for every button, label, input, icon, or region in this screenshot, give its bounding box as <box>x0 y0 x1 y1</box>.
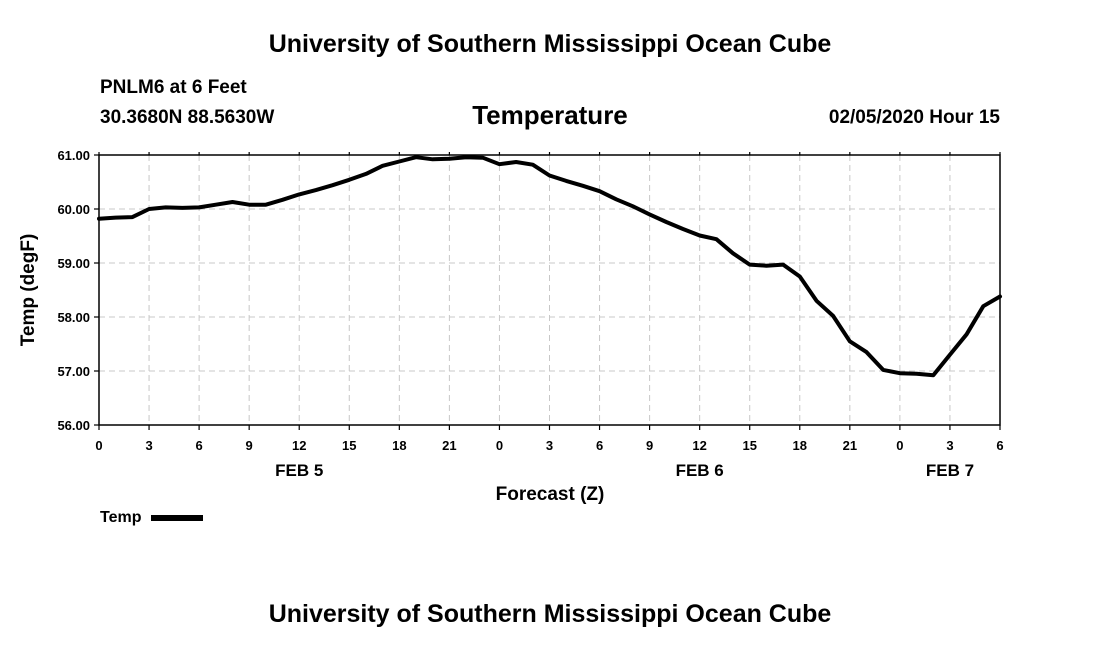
y-axis-label: Temp (degF) <box>18 234 39 347</box>
x-tick-label: 15 <box>342 438 356 453</box>
x-tick-label: 0 <box>496 438 503 453</box>
bottom-title: University of Southern Mississippi Ocean… <box>268 600 832 628</box>
temperature-chart: 56.00 57.00 58.00 59.00 60.00 61.00 0 3 6 9 12 15 1… <box>18 148 1004 505</box>
date-label: FEB 6 <box>676 461 724 480</box>
chart-grid <box>99 155 1000 425</box>
x-tick-label: 0 <box>95 438 102 453</box>
date-label: FEB 5 <box>275 461 323 480</box>
station-label: PNLM6 at 6 Feet <box>100 77 247 98</box>
y-axis-ticks: 56.00 57.00 58.00 59.00 60.00 61.00 <box>57 148 99 433</box>
x-tick-label: 18 <box>793 438 807 453</box>
x-tick-label: 21 <box>843 438 857 453</box>
x-tick-label: 9 <box>246 438 253 453</box>
y-tick-label: 60.00 <box>57 202 90 217</box>
x-tick-label: 12 <box>292 438 306 453</box>
legend-line-swatch <box>151 514 204 521</box>
y-tick-label: 59.00 <box>57 256 90 271</box>
x-tick-label: 6 <box>195 438 202 453</box>
y-tick-label: 58.00 <box>57 310 90 325</box>
station-coordinates: 30.3680N 88.5630W <box>100 107 275 128</box>
legend-label: Temp <box>100 509 142 526</box>
x-tick-label: 18 <box>392 438 406 453</box>
date-labels: FEB 5 FEB 6 FEB 7 <box>275 461 974 480</box>
x-tick-label: 3 <box>946 438 953 453</box>
y-tick-label: 57.00 <box>57 364 90 379</box>
y-tick-label: 61.00 <box>57 148 90 163</box>
temp-series-line <box>97 155 1002 378</box>
x-tick-label: 6 <box>596 438 603 453</box>
chart-title: Temperature <box>472 100 628 130</box>
x-tick-label: 21 <box>442 438 456 453</box>
x-tick-label: 12 <box>692 438 706 453</box>
x-tick-label: 15 <box>742 438 756 453</box>
x-tick-label: 9 <box>646 438 653 453</box>
x-tick-label: 6 <box>996 438 1003 453</box>
x-tick-label: 3 <box>145 438 152 453</box>
x-axis-ticks: 0 3 6 9 12 15 18 21 0 3 6 9 12 15 18 21 0 3 6 <box>95 152 1004 453</box>
x-tick-label: 0 <box>896 438 903 453</box>
forecast-timestamp: 02/05/2020 Hour 15 <box>828 107 1000 128</box>
date-label: FEB 7 <box>926 461 974 480</box>
x-tick-label: 3 <box>546 438 553 453</box>
x-axis-label: Forecast (Z) <box>496 484 605 505</box>
y-tick-label: 56.00 <box>57 418 90 433</box>
top-title: University of Southern Mississippi Ocean… <box>268 30 832 58</box>
legend: Temp <box>100 509 204 527</box>
